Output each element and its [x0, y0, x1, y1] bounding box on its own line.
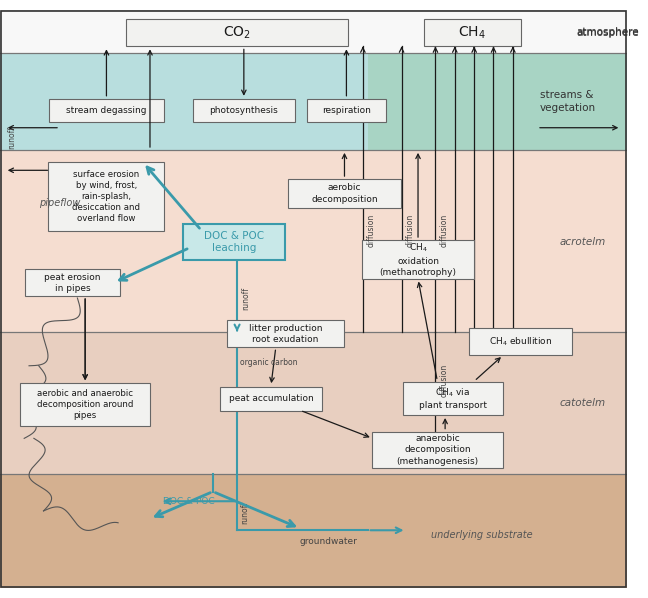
Text: underlying substrate: underlying substrate [431, 530, 532, 540]
Bar [371, 432, 503, 468]
Bar [49, 99, 163, 122]
Text: litter production
root exudation: litter production root exudation [249, 324, 322, 344]
Text: catotelm: catotelm [559, 398, 605, 408]
Text: diffusion: diffusion [439, 213, 448, 247]
Bar [402, 382, 503, 415]
Text: runoff: runoff [240, 501, 249, 524]
Bar [220, 386, 322, 411]
Text: diffusion: diffusion [406, 213, 415, 247]
Text: CH$_4$
oxidation
(methanotrophy): CH$_4$ oxidation (methanotrophy) [380, 242, 457, 277]
Bar [49, 161, 165, 231]
Bar [362, 240, 474, 279]
Text: diffusion: diffusion [439, 364, 448, 397]
Bar [0, 53, 627, 150]
Bar [0, 150, 627, 332]
Text: CH$_4$: CH$_4$ [458, 25, 486, 41]
Text: DOC & POC
leaching: DOC & POC leaching [204, 231, 264, 253]
Text: anaerobic
decomposition
(methanogenesis): anaerobic decomposition (methanogenesis) [397, 434, 478, 466]
Bar [25, 269, 120, 296]
Text: aerobic
decomposition: aerobic decomposition [311, 184, 378, 203]
Text: DOC & POC: DOC & POC [163, 497, 214, 506]
Text: respiration: respiration [322, 106, 371, 115]
Text: peat erosion
in pipes: peat erosion in pipes [44, 273, 101, 292]
Text: CH$_4$ via
plant transport: CH$_4$ via plant transport [419, 387, 487, 410]
Bar [0, 332, 627, 474]
Text: groundwater: groundwater [300, 538, 358, 547]
Bar [0, 474, 627, 588]
Text: CO$_2$: CO$_2$ [223, 25, 251, 41]
Text: aerobic and anaerobic
decomposition around
pipes: aerobic and anaerobic decomposition arou… [37, 389, 133, 420]
Bar [307, 99, 386, 122]
Text: pipeflow: pipeflow [39, 198, 80, 208]
Text: runoff: runoff [8, 126, 17, 149]
Bar [227, 321, 343, 347]
Text: runoff: runoff [241, 286, 250, 310]
Text: peat accumulation: peat accumulation [229, 394, 314, 403]
Text: stream degassing: stream degassing [66, 106, 146, 115]
Text: atmosphere: atmosphere [577, 27, 640, 37]
Bar [193, 99, 295, 122]
Bar [367, 53, 627, 150]
Bar [424, 19, 520, 47]
Text: surface erosion
by wind, frost,
rain-splash,
desiccation and
overland flow: surface erosion by wind, frost, rain-spl… [73, 170, 141, 223]
Text: acrotelm: acrotelm [559, 237, 605, 247]
Text: streams &
vegetation: streams & vegetation [540, 90, 596, 113]
Text: diffusion: diffusion [367, 213, 376, 247]
Text: photosynthesis: photosynthesis [209, 106, 278, 115]
Bar [469, 328, 572, 355]
Text: organic carbon: organic carbon [240, 358, 297, 367]
Text: CH$_4$ ebullition: CH$_4$ ebullition [489, 335, 552, 348]
Text: atmosphere: atmosphere [577, 28, 640, 38]
Bar [0, 10, 627, 53]
Bar [288, 179, 400, 208]
Bar [20, 383, 150, 426]
Bar [183, 224, 286, 260]
Bar [126, 19, 349, 47]
